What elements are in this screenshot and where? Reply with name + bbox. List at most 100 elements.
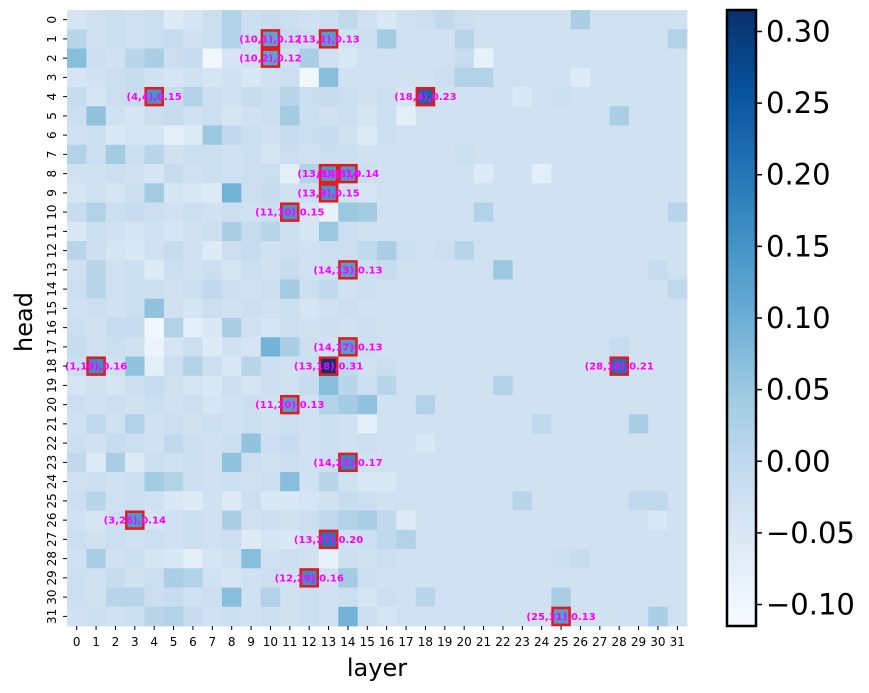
highlight-box bbox=[260, 48, 281, 68]
heatmap-cell bbox=[299, 529, 320, 550]
heatmap-cell bbox=[338, 491, 359, 511]
heatmap-cell bbox=[435, 221, 455, 242]
heatmap-cell bbox=[609, 318, 630, 338]
y-tick-label: 7 bbox=[45, 151, 59, 159]
heatmap-cell bbox=[357, 260, 378, 280]
heatmap-cell bbox=[493, 510, 514, 531]
heatmap-cell bbox=[202, 549, 223, 569]
heatmap-cell bbox=[318, 241, 339, 261]
heatmap-cell bbox=[125, 337, 145, 357]
heatmap-cell bbox=[473, 29, 494, 49]
heatmap-cell bbox=[222, 606, 242, 627]
heatmap-cell bbox=[67, 472, 87, 492]
y-tick-label: 14 bbox=[45, 281, 59, 296]
heatmap-cell bbox=[473, 472, 494, 492]
heatmap-cell bbox=[590, 164, 610, 184]
heatmap-cell bbox=[609, 510, 630, 531]
heatmap-cell bbox=[628, 29, 649, 49]
heatmap-cell bbox=[551, 510, 572, 531]
heatmap-cell bbox=[280, 568, 300, 588]
heatmap-cell bbox=[86, 298, 107, 319]
heatmap-cell bbox=[570, 452, 591, 473]
heatmap-cell bbox=[473, 260, 494, 280]
heatmap-cell bbox=[125, 568, 145, 588]
heatmap-cell bbox=[183, 491, 204, 511]
heatmap-cell bbox=[338, 221, 359, 242]
heatmap-cell bbox=[357, 452, 378, 473]
heatmap-cell bbox=[144, 452, 165, 473]
heatmap-cell bbox=[377, 318, 397, 338]
heatmap-cell bbox=[454, 183, 475, 203]
heatmap-cell bbox=[454, 549, 475, 569]
heatmap-cell bbox=[590, 183, 610, 203]
heatmap-cell bbox=[357, 67, 378, 88]
heatmap-cell bbox=[570, 414, 591, 434]
heatmap-cell bbox=[144, 221, 165, 242]
heatmap-cell bbox=[551, 337, 572, 357]
heatmap-cell bbox=[357, 587, 378, 608]
x-tick-label: 27 bbox=[592, 635, 607, 649]
heatmap-cell bbox=[415, 48, 436, 69]
heatmap-cell bbox=[280, 356, 300, 377]
heatmap-cell bbox=[338, 375, 359, 396]
heatmap-cell bbox=[183, 298, 204, 319]
heatmap-cell bbox=[280, 164, 300, 184]
heatmap-cell bbox=[435, 606, 455, 627]
heatmap-cell bbox=[628, 48, 649, 69]
heatmap-cell bbox=[435, 202, 455, 223]
heatmap-cell bbox=[512, 510, 533, 531]
heatmap-cell bbox=[551, 549, 572, 569]
heatmap-cell bbox=[357, 356, 378, 377]
heatmap-cell bbox=[241, 510, 262, 531]
heatmap-cell bbox=[609, 549, 630, 569]
heatmap-cell bbox=[183, 452, 204, 473]
heatmap-cell bbox=[183, 337, 204, 357]
heatmap-cell bbox=[144, 67, 165, 88]
heatmap-cell bbox=[163, 67, 184, 88]
heatmap-cell bbox=[299, 183, 320, 203]
highlight-annotation: (14,23),0.17 bbox=[313, 458, 382, 469]
heatmap-cell bbox=[202, 29, 223, 49]
heatmap-cell bbox=[338, 164, 359, 184]
heatmap-cell bbox=[648, 87, 669, 107]
heatmap-cell bbox=[338, 318, 359, 338]
heatmap-cell bbox=[590, 67, 610, 88]
heatmap-cell bbox=[551, 433, 572, 454]
heatmap-cell bbox=[299, 125, 320, 146]
heatmap-cell bbox=[570, 510, 591, 531]
heatmap-cell bbox=[338, 606, 359, 627]
heatmap-cell bbox=[318, 356, 339, 377]
heatmap-cell bbox=[86, 87, 107, 107]
heatmap-cell bbox=[241, 606, 262, 627]
heatmap-cell bbox=[473, 144, 494, 165]
heatmap-cell bbox=[648, 298, 669, 319]
heatmap-cell bbox=[105, 395, 126, 415]
heatmap-cell bbox=[67, 260, 87, 280]
heatmap-cell bbox=[570, 298, 591, 319]
heatmap-cell bbox=[241, 48, 262, 69]
heatmap-cell bbox=[202, 241, 223, 261]
heatmap-cell bbox=[377, 452, 397, 473]
heatmap-cell bbox=[338, 183, 359, 203]
heatmap-cell bbox=[551, 606, 572, 627]
heatmap-cell bbox=[222, 529, 242, 550]
heatmap-cell bbox=[667, 29, 688, 49]
heatmap-cell bbox=[609, 87, 630, 107]
heatmap-cell bbox=[396, 375, 417, 396]
x-tick-label: 28 bbox=[612, 635, 627, 649]
heatmap-cell bbox=[628, 144, 649, 165]
heatmap-cell bbox=[532, 356, 552, 377]
heatmap-cell bbox=[512, 395, 533, 415]
heatmap-cell bbox=[551, 144, 572, 165]
heatmap-cell bbox=[551, 472, 572, 492]
highlight-box bbox=[318, 183, 339, 203]
heatmap-cell bbox=[435, 260, 455, 280]
heatmap-cell bbox=[299, 587, 320, 608]
heatmap-cell bbox=[532, 529, 552, 550]
colorbar-ticks: 0.30 0.25 0.20 0.15 0.10 0.05 0.00 −0.05 −0.10 bbox=[756, 14, 855, 622]
heatmap-cell bbox=[648, 587, 669, 608]
heatmap-cell bbox=[377, 375, 397, 396]
heatmap-cell bbox=[241, 10, 262, 30]
heatmap-cell bbox=[222, 10, 242, 30]
heatmap-cell bbox=[222, 433, 242, 454]
